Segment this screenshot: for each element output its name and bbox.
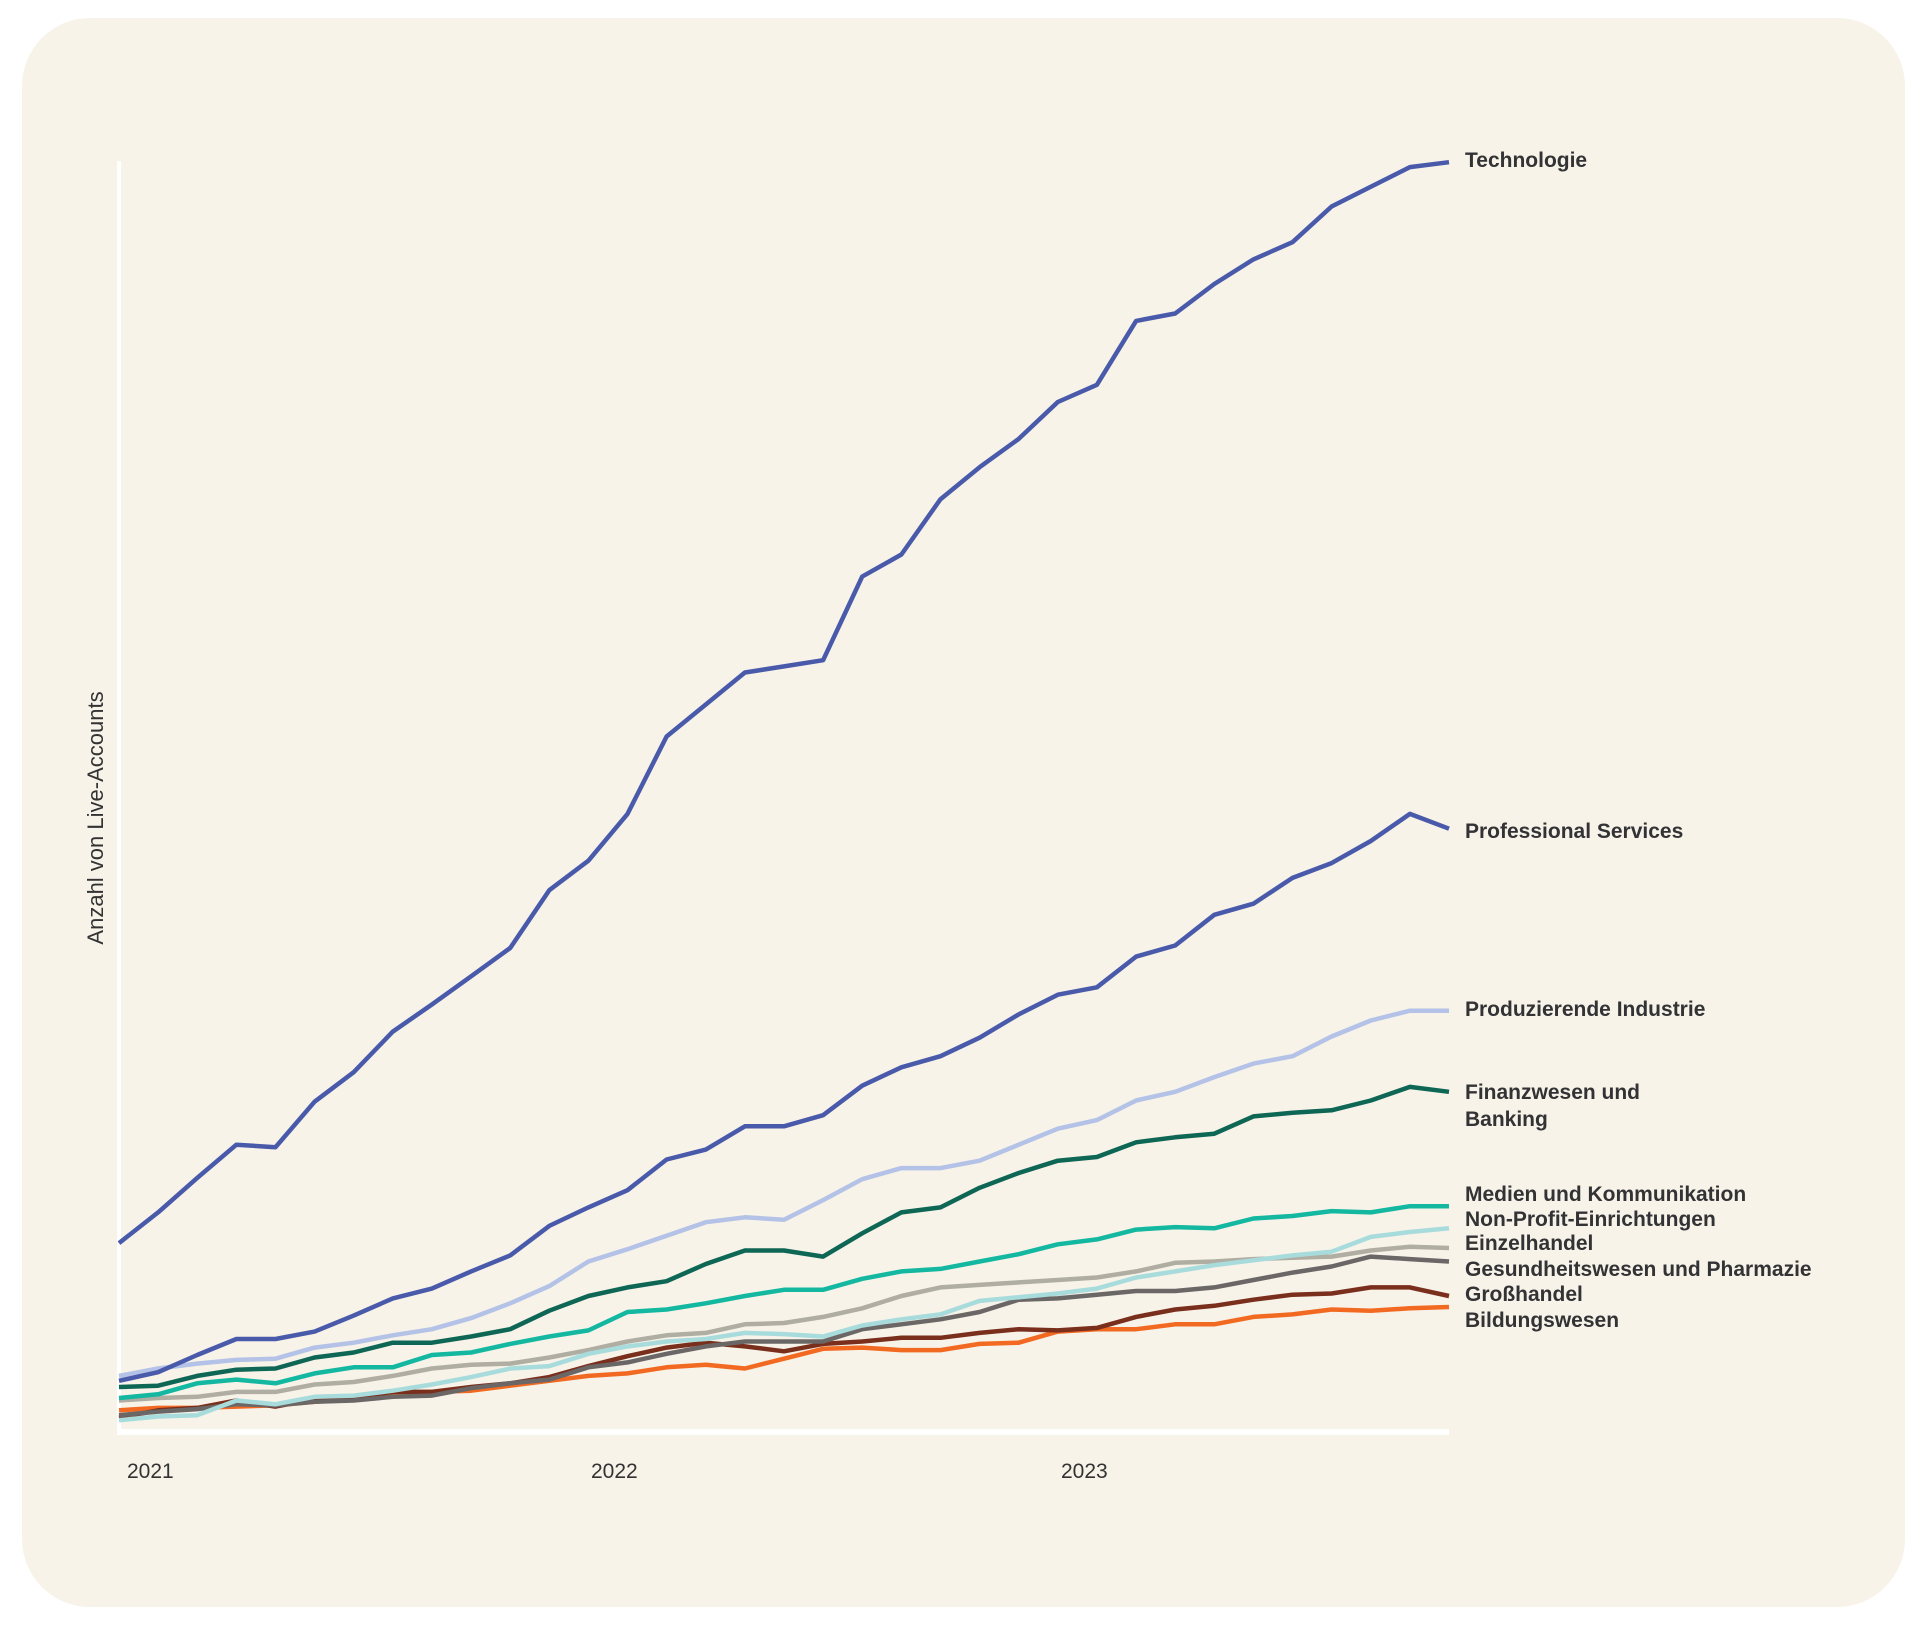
series-label-grosshandel: Großhandel [1465, 1283, 1583, 1306]
series-line-professional-services [118, 811, 1450, 1383]
x-tick-label-2023: 2023 [1061, 1460, 1108, 1483]
series-label-professional-services: Professional Services [1465, 820, 1684, 843]
x-tick-label-2022: 2022 [591, 1460, 638, 1483]
series-line-non-profit-einrichtungen [118, 1226, 1450, 1423]
series-label-non-profit: Non-Profit-Einrichtungen [1465, 1208, 1716, 1231]
series-line-großhandel [118, 1285, 1450, 1420]
series-line-medien-und-kommunikation [118, 1203, 1449, 1401]
series-label-gesundheit: Gesundheitswesen und Pharmazie [1465, 1258, 1812, 1281]
series-line-gesundheitswesen-und-pharmazie [118, 1254, 1450, 1418]
series-line-finanzwesen-und-banking [118, 1084, 1450, 1390]
y-axis-label: Anzahl von Live-Accounts [83, 691, 108, 945]
series-label-medien: Medien und Kommunikation [1465, 1183, 1747, 1206]
series-line-technologie [117, 159, 1450, 1245]
series-label-finanzwesen-line1: Finanzwesen und [1465, 1081, 1641, 1104]
series-line-produzierende-industrie [118, 1008, 1449, 1379]
series-line-einzelhandel [118, 1244, 1450, 1403]
x-tick-label-2021: 2021 [127, 1460, 174, 1483]
series-label-einzelhandel: Einzelhandel [1465, 1232, 1594, 1255]
series-label-finanzwesen-line2: Banking [1465, 1108, 1548, 1131]
series-label-technologie: Technologie [1465, 149, 1588, 172]
series-label-produzierende-industrie: Produzierende Industrie [1465, 998, 1706, 1021]
chart-card [22, 18, 1905, 1607]
series-label-bildung: Bildungswesen [1465, 1309, 1620, 1332]
